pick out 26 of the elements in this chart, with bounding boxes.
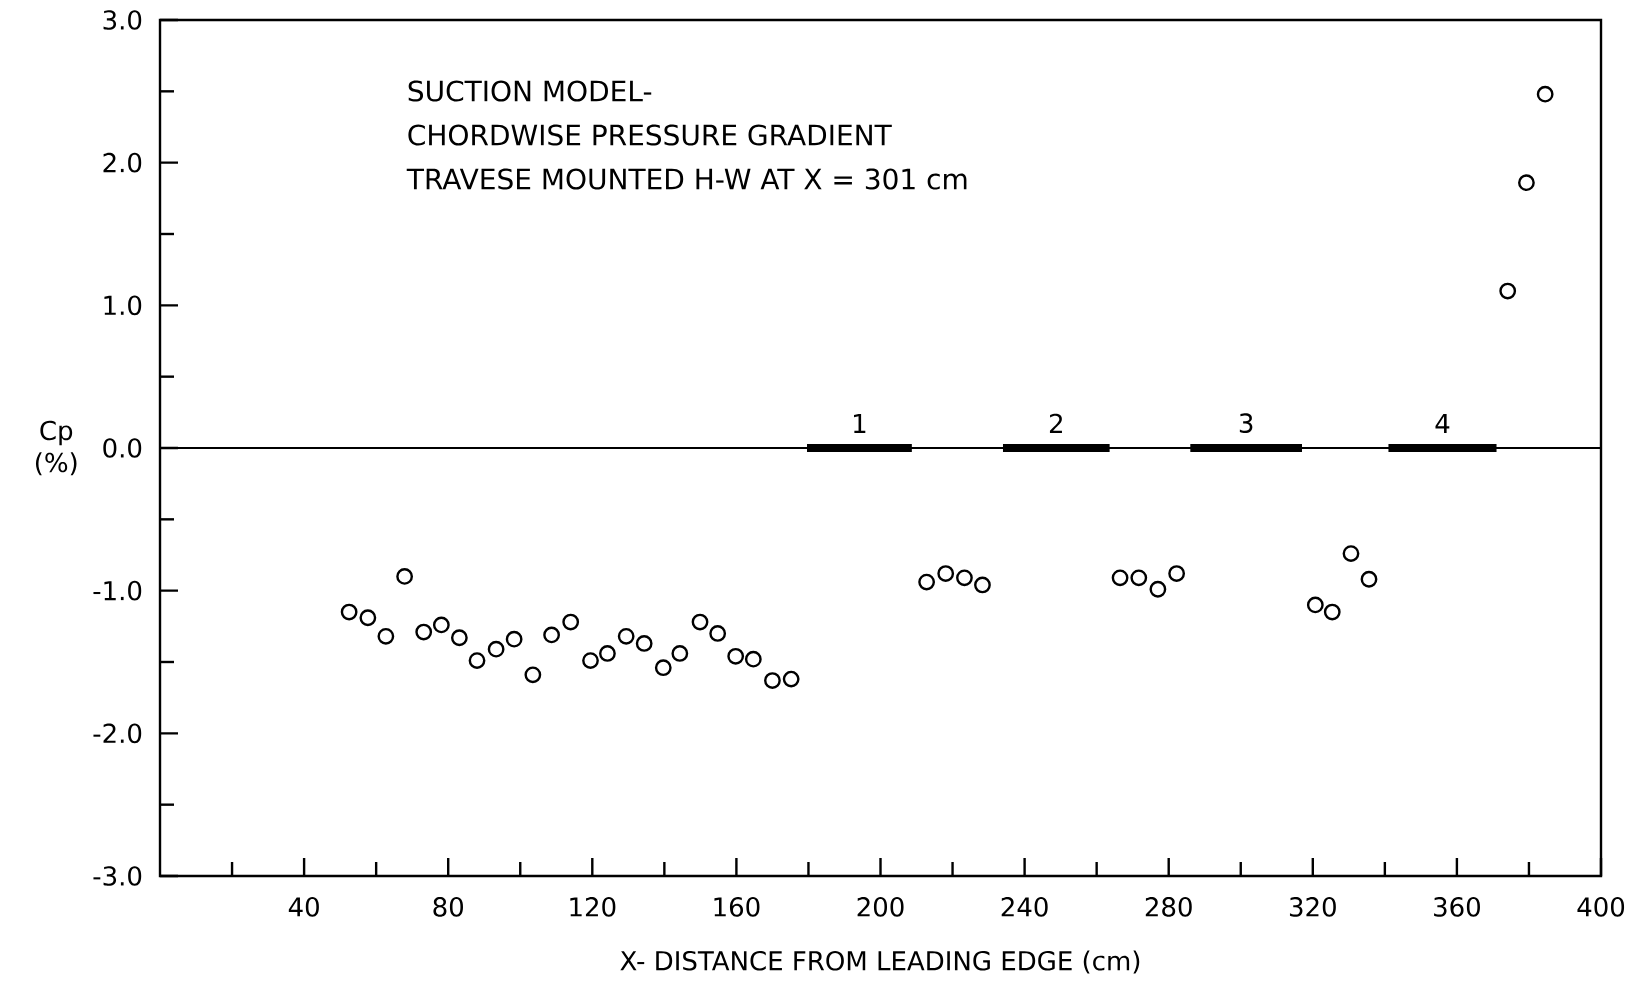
y-axis-title: Cp (%) [35,420,77,476]
x-tick-label: 320 [1289,896,1336,917]
series-label: 4 [1435,413,1450,433]
x-axis-title: X- DISTANCE FROM LEADING EDGE (cm) [620,950,1140,974]
x-tick-label: 400 [1577,896,1625,917]
y-tick-label: -3.0 [93,866,142,886]
x-tick-label: 120 [570,896,616,917]
x-tick-label: 240 [1001,896,1048,917]
y-tick-label: -1.0 [93,580,142,601]
y-tick-label: 2.0 [103,152,142,173]
series-label: 1 [854,413,866,433]
y-tick-label: -2.0 [93,723,142,744]
x-tick-label: 360 [1434,896,1480,917]
y-tick-label: 0.0 [103,438,142,458]
x-tick-label: 200 [857,896,904,917]
x-tick-label: 40 [288,896,319,917]
annotation: CHORDWISE PRESSURE GRADIENT [408,124,892,146]
annotation: SUCTION MODEL- [408,80,652,102]
series-label: 2 [1049,413,1062,433]
y-tick-label: 1.0 [104,295,142,316]
x-tick-label: 160 [714,896,760,917]
series-label: 3 [1239,413,1253,433]
y-tick-label: 3.0 [103,10,142,30]
annotation: TRAVESE MOUNTED H-W AT X = 301 cm [406,168,967,190]
x-tick-label: 80 [433,896,463,917]
x-tick-label: 280 [1145,896,1192,917]
